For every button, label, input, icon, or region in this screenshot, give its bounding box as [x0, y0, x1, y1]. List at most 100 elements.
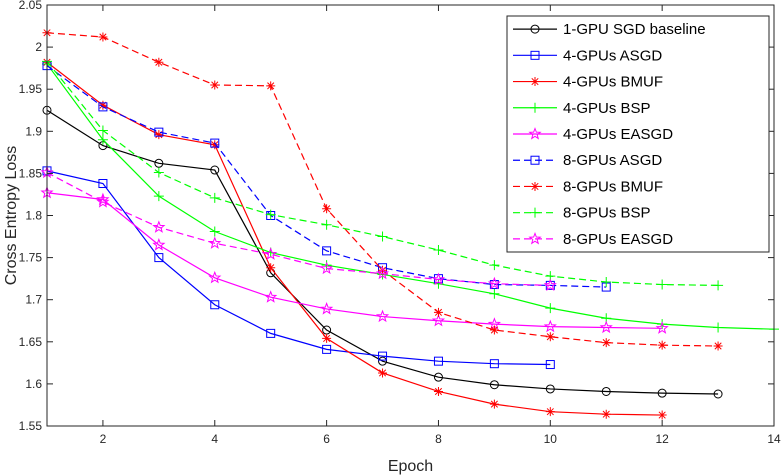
data-point-legend-8-gpus-easgd: [528, 231, 542, 245]
data-point-8-gpus-asgd-4: [210, 138, 220, 148]
data-point-4-gpus-asgd-5: [266, 328, 276, 338]
data-point-8-gpus-bmuf-3: [154, 57, 164, 67]
data-point-4-gpus-asgd-6: [322, 344, 332, 354]
data-point-8-gpus-bsp-2: [97, 125, 108, 136]
data-point-4-gpus-bsp-9: [489, 288, 500, 299]
data-point-1-gpu-sgd-baseline-9: [489, 380, 499, 390]
series-8-gpus-easgd: [40, 165, 557, 291]
legend-entry-4-gpus-easgd: 4-GPUs EASGD: [513, 126, 673, 143]
legend-label-4-gpus-bsp: 4-GPUs BSP: [563, 100, 651, 117]
legend-label-8-gpus-bsp: 8-GPUs BSP: [563, 205, 651, 222]
data-point-8-gpus-bsp-13: [713, 280, 724, 291]
series-line-8-gpus-asgd: [46, 65, 607, 288]
data-point-8-gpus-easgd-6: [320, 261, 334, 275]
data-point-4-gpus-asgd-10: [545, 360, 555, 370]
data-point-8-gpus-bmuf-2: [98, 32, 108, 42]
legend-label-1-gpu-sgd-baseline: 1-GPU SGD baseline: [563, 21, 706, 38]
y-tick-label: 2: [35, 40, 42, 54]
legend-label-8-gpus-asgd: 8-GPUs ASGD: [563, 152, 662, 169]
legend-entry-8-gpus-asgd: 8-GPUs ASGD: [513, 152, 662, 169]
data-point-4-gpus-easgd-7: [375, 309, 390, 323]
data-point-4-gpus-easgd-2: [96, 192, 110, 206]
data-point-4-gpus-bmuf-4: [210, 140, 220, 150]
y-tick-label: 1.85: [19, 166, 43, 180]
series-4-gpus-easgd: [40, 185, 669, 334]
data-point-4-gpus-easgd-5: [264, 290, 278, 303]
data-point-8-gpus-bsp-12: [657, 279, 668, 290]
data-point-legend-4-gpus-easgd: [528, 127, 542, 140]
data-point-8-gpus-easgd-10: [543, 278, 557, 291]
data-point-1-gpu-sgd-baseline-8: [433, 372, 443, 382]
data-point-8-gpus-easgd-4: [208, 236, 222, 249]
y-tick-label: 1.8: [25, 209, 42, 223]
data-point-8-gpus-bsp-3: [153, 167, 164, 178]
legend-entry-4-gpus-bsp: 4-GPUs BSP: [513, 100, 651, 117]
data-point-1-gpu-sgd-baseline-3: [154, 158, 164, 168]
y-tick-label: 1.65: [19, 335, 43, 349]
data-point-8-gpus-easgd-2: [96, 195, 110, 208]
data-point-4-gpus-bsp-2: [97, 134, 108, 145]
data-point-legend-4-gpus-bmuf: [530, 77, 540, 87]
legend-entry-1-gpu-sgd-baseline: 1-GPU SGD baseline: [513, 21, 706, 38]
data-point-4-gpus-easgd-8: [431, 313, 446, 327]
data-point-8-gpus-asgd-3: [154, 127, 164, 137]
data-point-8-gpus-bsp-6: [321, 219, 332, 230]
data-point-4-gpus-bmuf-9: [489, 399, 499, 409]
data-point-8-gpus-easgd-5: [264, 247, 278, 260]
data-point-legend-8-gpus-bsp: [530, 207, 540, 218]
axes: 2 4 6 8 10 12 14 1.55 1.6 1.65 1.7 1.75 1.8 1.85 1.9 1.…: [19, 0, 781, 446]
x-tick-label: 14: [767, 432, 781, 446]
legend-entry-8-gpus-bsp: 8-GPUs BSP: [513, 205, 651, 222]
data-point-4-gpus-easgd-6: [320, 302, 334, 315]
series-line-4-gpus-asgd: [46, 170, 551, 366]
data-point-8-gpus-bmuf-12: [657, 340, 667, 350]
x-tick-label: 6: [323, 432, 330, 446]
data-point-4-gpus-bmuf-3: [154, 130, 164, 140]
data-point-8-gpus-bmuf-8: [433, 307, 443, 317]
data-point-4-gpus-asgd-2: [98, 179, 108, 189]
legend-entry-8-gpus-bmuf: 8-GPUs BMUF: [513, 178, 663, 195]
x-axis-label: Epoch: [388, 458, 433, 475]
data-point-8-gpus-bsp-9: [489, 260, 500, 271]
data-point-legend-1-gpu-sgd-baseline: [530, 24, 540, 34]
x-tick-label: 12: [655, 432, 669, 446]
data-point-4-gpus-easgd-12: [655, 321, 669, 334]
data-point-legend-4-gpus-bsp: [530, 102, 540, 113]
data-point-4-gpus-asgd-8: [433, 356, 443, 366]
data-point-8-gpus-bsp-4: [209, 192, 220, 203]
legend-label-8-gpus-easgd: 8-GPUs EASGD: [563, 231, 673, 248]
y-tick-label: 1.75: [19, 251, 43, 265]
series-line-4-gpus-easgd: [46, 192, 663, 329]
data-point-4-gpus-bsp-3: [153, 191, 164, 202]
data-point-8-gpus-bmuf-10: [545, 332, 555, 342]
data-point-1-gpu-sgd-baseline-10: [545, 384, 555, 394]
data-point-8-gpus-bmuf-11: [601, 338, 611, 348]
x-tick-label: 2: [100, 432, 107, 446]
data-point-8-gpus-bsp-7: [377, 231, 388, 242]
legend-label-4-gpus-easgd: 4-GPUs EASGD: [563, 126, 673, 143]
data-point-4-gpus-asgd-3: [154, 253, 164, 263]
data-point-8-gpus-easgd-3: [152, 220, 166, 233]
y-axis-label: Cross Entropy Loss: [3, 146, 20, 286]
data-point-4-gpus-bmuf-6: [322, 333, 332, 343]
data-point-legend-8-gpus-bmuf: [530, 181, 540, 191]
legend: 1-GPU SGD baseline 4-GPUs ASGD 4-GPUs BMUF…: [506, 15, 770, 253]
data-point-legend-8-gpus-asgd: [530, 155, 540, 165]
data-point-4-gpus-asgd-4: [210, 300, 220, 310]
y-tick-label: 2.05: [19, 0, 43, 12]
legend-entry-8-gpus-easgd: 8-GPUs EASGD: [513, 231, 673, 248]
legend-label-4-gpus-asgd: 4-GPUs ASGD: [563, 47, 662, 64]
data-point-1-gpu-sgd-baseline-12: [657, 388, 667, 398]
data-point-8-gpus-bsp-8: [433, 245, 444, 256]
legend-entry-4-gpus-asgd: 4-GPUs ASGD: [513, 47, 662, 64]
data-point-8-gpus-bmuf-6: [322, 204, 332, 214]
data-point-4-gpus-bmuf-11: [601, 409, 611, 419]
data-point-8-gpus-asgd-2: [98, 102, 108, 112]
data-point-4-gpus-bmuf-10: [545, 407, 555, 417]
data-point-4-gpus-bmuf-12: [657, 410, 667, 420]
data-point-4-gpus-bsp-4: [209, 226, 220, 237]
data-point-4-gpus-bmuf-8: [433, 386, 443, 396]
y-tick-label: 1.7: [25, 293, 42, 307]
data-point-1-gpu-sgd-baseline-7: [378, 356, 388, 366]
data-point-8-gpus-easgd-9: [487, 276, 501, 290]
